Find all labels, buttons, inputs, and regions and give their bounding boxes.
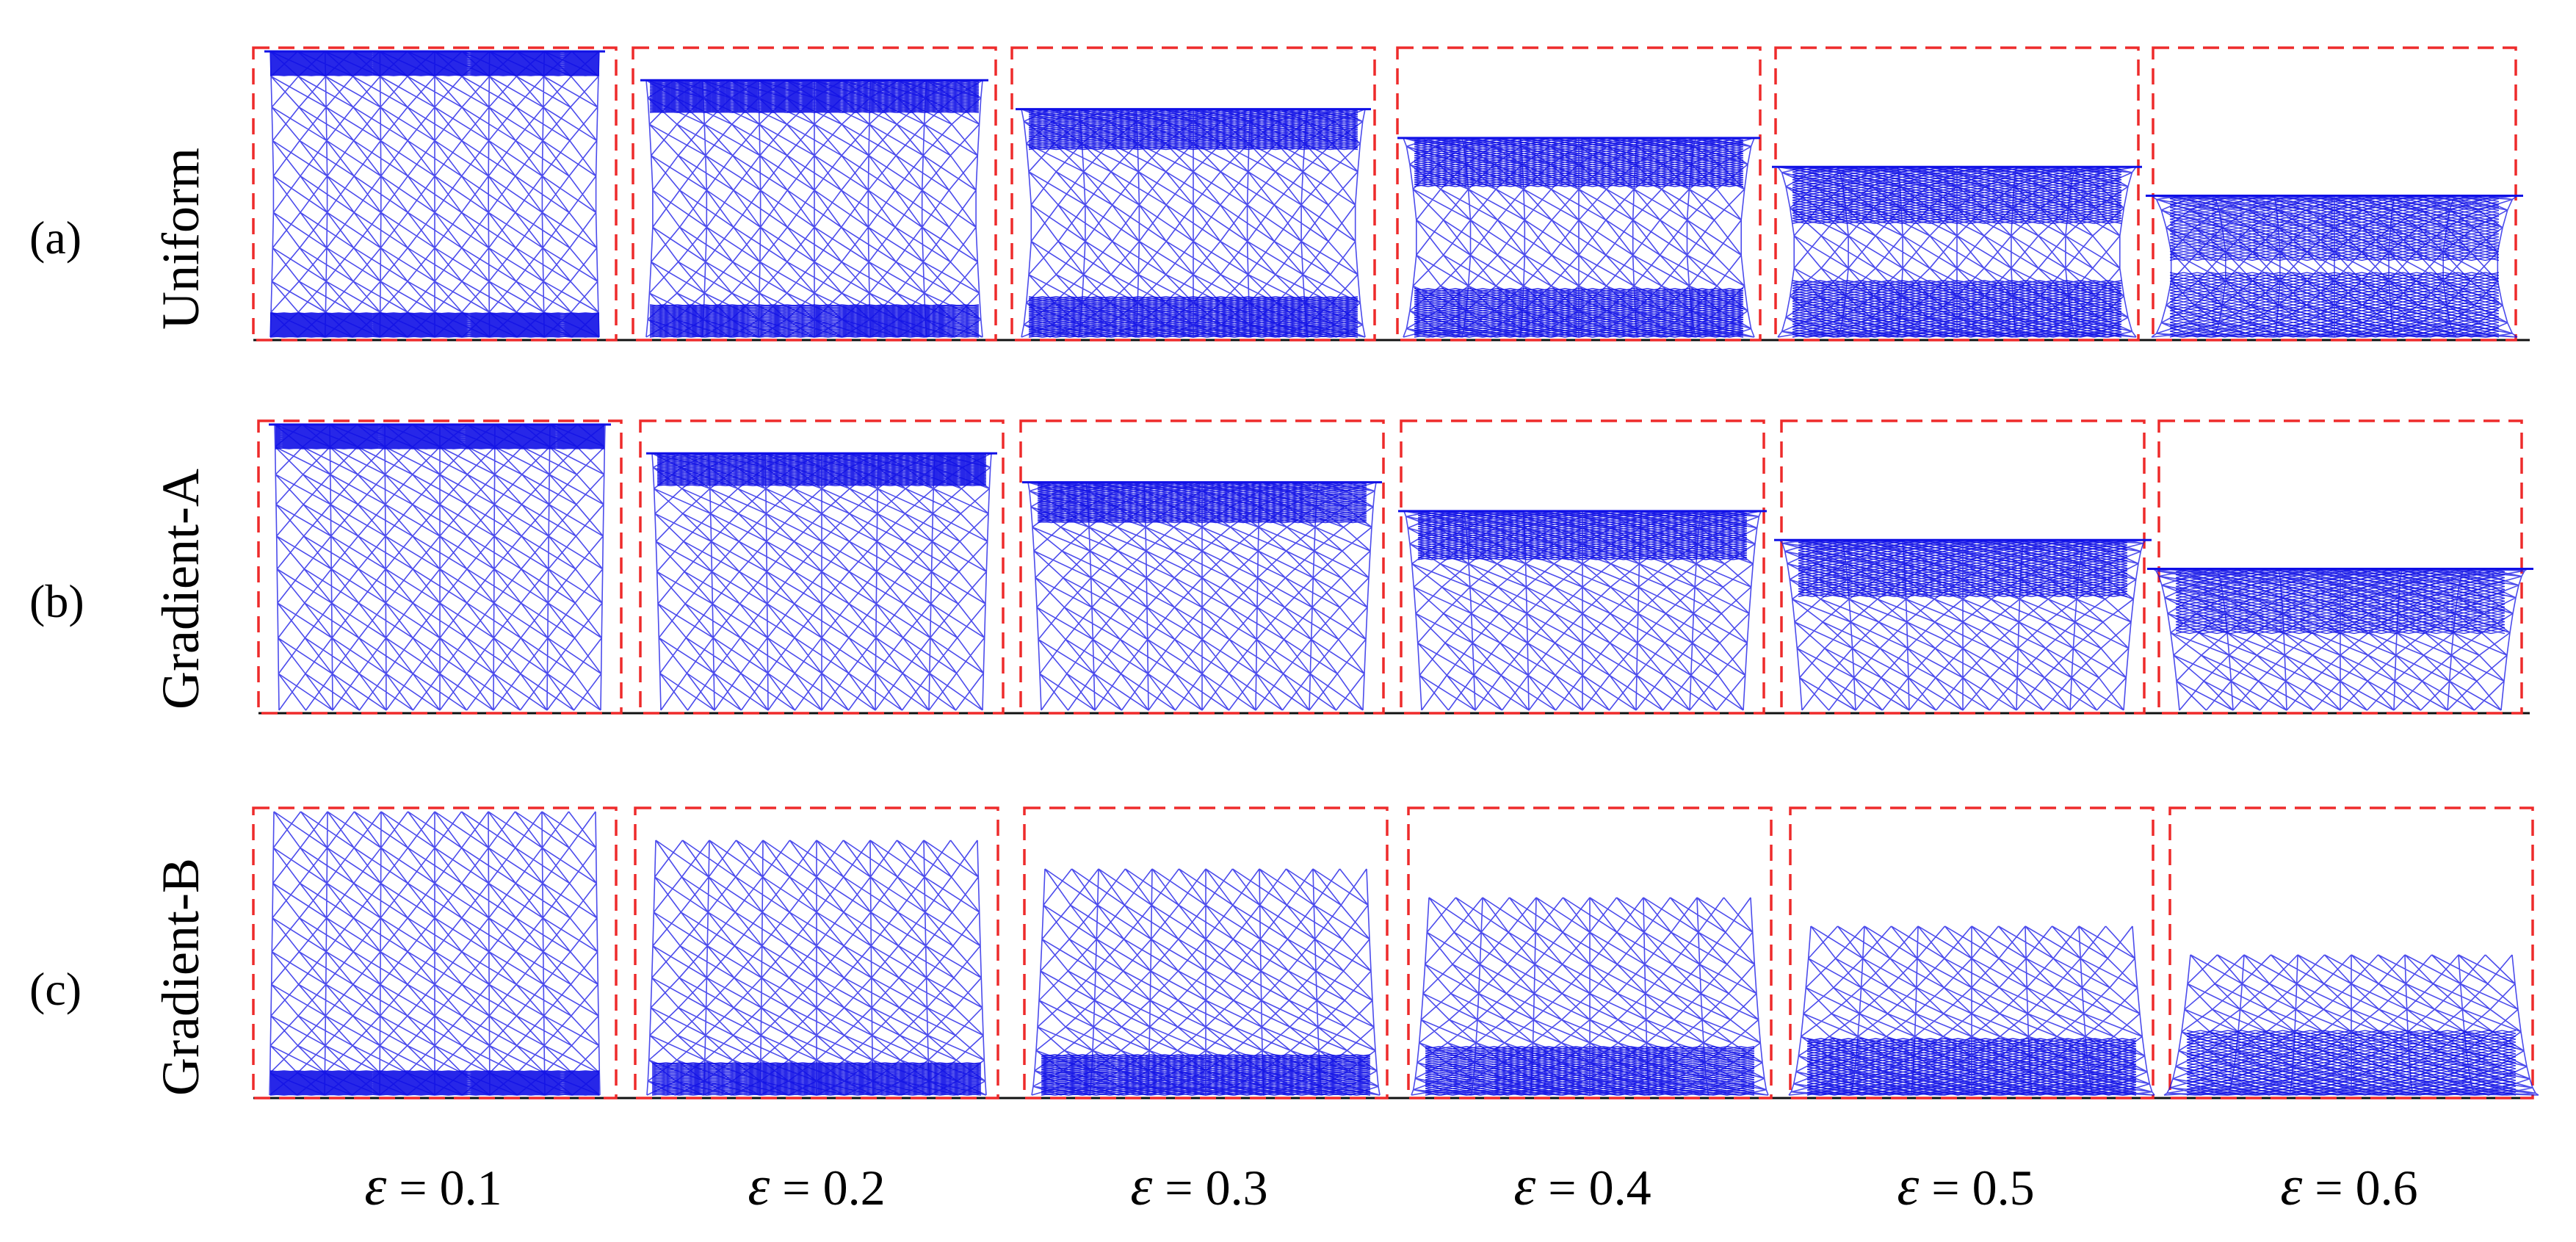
row-labels: (a) (b) (c) Uniform Gradient-A Gradient-… [29,148,210,1096]
panel-gradient-a-6 [2147,419,2533,715]
dense-band [656,452,987,486]
reference-frame [1396,46,1762,342]
reference-frame [1780,419,2146,715]
panel-gradient-a-1 [257,419,623,715]
lattice-mesh [1411,897,1769,1096]
dense-band [1806,1038,2137,1096]
row-name-uniform: Uniform [151,148,210,330]
dense-band [649,79,980,338]
strain-value: = 0.3 [1152,1160,1267,1216]
reference-frame [1789,806,2154,1100]
panel-gradient-b-3 [1023,806,1389,1100]
strain-value: = 0.6 [2302,1160,2417,1216]
dense-band [651,1062,982,1096]
strain-value: = 0.5 [1919,1160,2034,1216]
dense-band [269,51,600,338]
panel-gradient-a-2 [639,419,1005,715]
strain-symbol: ε [364,1155,386,1217]
dense-band [1425,1046,1755,1096]
dense-band [2169,195,2500,338]
strain-label-4: ε = 0.4 [1513,1155,1651,1217]
strain-symbol: ε [1513,1155,1535,1217]
dense-band [269,1070,600,1096]
reference-frame [1407,806,1773,1100]
strain-label-5: ε = 0.5 [1897,1155,2034,1217]
dense-band [275,424,605,449]
lattice-mesh [2152,568,2528,711]
dense-band [1792,166,2122,338]
panel-gradient-b-1 [252,806,618,1100]
dense-band [1037,481,1367,524]
panel-gradient-b-5 [1788,806,2155,1100]
panel-gradient-b-6 [2163,806,2539,1100]
row-letter-a: (a) [29,212,82,264]
row-name-gradient-a: Gradient-A [151,469,210,710]
panel-gradient-a-3 [1019,419,1385,715]
row-letter-b: (b) [29,575,84,627]
panel-uniform-5 [1772,46,2142,342]
lattice-mesh [1403,137,1755,338]
dense-band [2175,568,2506,635]
lattice-mesh [269,811,601,1096]
panel-uniform-3 [1010,46,1376,342]
lattice-mesh [1403,510,1762,711]
reference-frame [252,806,618,1100]
panels [252,46,2539,1100]
dense-band [2186,1030,2517,1096]
reference-frame [2157,419,2523,715]
reference-frame [257,419,623,715]
reference-frame [1010,46,1376,342]
strain-symbol: ε [748,1155,770,1217]
reference-frame [1774,46,2140,342]
strain-label-2: ε = 0.2 [748,1155,885,1217]
lattice-mesh [646,840,987,1096]
strain-symbol: ε [1897,1155,1919,1217]
panel-uniform-4 [1396,46,1762,342]
strain-label-3: ε = 0.3 [1130,1155,1267,1217]
panel-gradient-a-4 [1398,419,1767,715]
row-name-gradient-b: Gradient-B [151,858,210,1096]
dense-band [1417,510,1748,560]
dense-band [1798,539,2128,597]
reference-frame [2168,806,2534,1100]
panel-gradient-a-5 [1774,419,2152,715]
strain-label-6: ε = 0.6 [2280,1155,2417,1217]
strain-symbol: ε [1130,1155,1152,1217]
strain-labels: ε = 0.1 ε = 0.2 ε = 0.3 ε = 0.4 ε = 0.5 … [364,1155,2417,1217]
dense-band [1414,137,1744,338]
panel-gradient-b-2 [634,806,999,1100]
lattice-mesh [645,79,983,338]
panel-uniform-1 [252,46,618,342]
dense-band [1028,108,1358,338]
lattice-mesh [651,452,992,711]
panel-gradient-b-4 [1407,806,1773,1100]
reference-frame [1400,419,1765,715]
panel-uniform-2 [632,46,997,342]
dense-band [1041,1054,1371,1096]
reference-frame [1023,806,1389,1100]
row-letter-c: (c) [29,963,82,1015]
strain-value: = 0.2 [770,1160,885,1216]
panel-uniform-6 [2146,46,2523,342]
reference-frame [634,806,999,1100]
strain-value: = 0.1 [386,1160,502,1216]
reference-frame [2152,46,2517,342]
strain-value: = 0.4 [1535,1160,1651,1216]
lattice-mesh [274,424,606,711]
reference-frame [632,46,997,342]
lattice-mesh [1031,868,1381,1096]
reference-frame [639,419,1005,715]
reference-frame [1019,419,1385,715]
strain-symbol: ε [2280,1155,2302,1217]
reference-frame [252,46,618,342]
strain-label-1: ε = 0.1 [364,1155,502,1217]
lattice-mesh [269,51,600,338]
